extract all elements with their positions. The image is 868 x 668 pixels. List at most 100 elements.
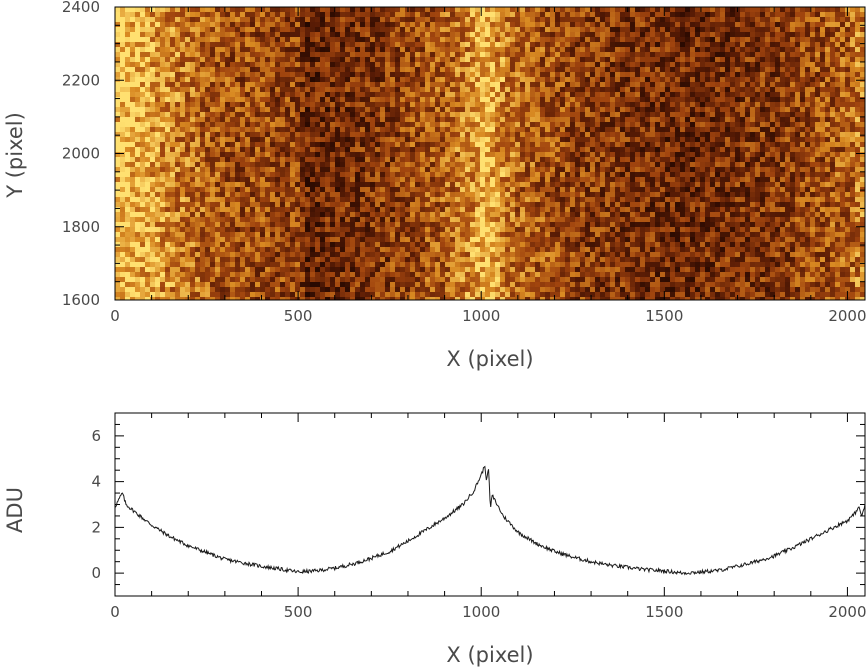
heatmap-cell — [785, 122, 790, 127]
heatmap-cell — [560, 52, 565, 57]
heatmap-cell — [540, 112, 545, 117]
heatmap-cell — [205, 162, 210, 167]
heatmap-cell — [130, 157, 135, 162]
heatmap-cell — [850, 57, 855, 62]
heatmap-cell — [775, 22, 780, 27]
heatmap-cell — [765, 102, 770, 107]
heatmap-cell — [355, 37, 360, 42]
heatmap-cell — [665, 87, 670, 92]
heatmap-cell — [855, 162, 860, 167]
heatmap-cell — [270, 77, 275, 82]
heatmap-cell — [680, 117, 685, 122]
heatmap-cell — [465, 107, 470, 112]
heatmap-cell — [475, 137, 480, 142]
heatmap-cell — [510, 112, 515, 117]
heatmap-cell — [630, 142, 635, 147]
heatmap-cell — [565, 147, 570, 152]
heatmap-cell — [170, 92, 175, 97]
heatmap-cell — [520, 57, 525, 62]
heatmap-cell — [580, 97, 585, 102]
heatmap-cell — [205, 87, 210, 92]
heatmap-cell — [350, 62, 355, 67]
heatmap-cell — [330, 42, 335, 47]
heatmap-cell — [565, 92, 570, 97]
heatmap-cell — [120, 22, 125, 27]
heatmap-cell — [390, 137, 395, 142]
heatmap-cell — [805, 127, 810, 132]
heatmap-cell — [460, 147, 465, 152]
heatmap-cell — [195, 72, 200, 77]
heatmap-cell — [860, 37, 865, 42]
heatmap-cell — [855, 27, 860, 32]
heatmap-cell — [825, 107, 830, 112]
heatmap-cell — [270, 7, 275, 12]
heatmap-cell — [525, 142, 530, 147]
heatmap-cell — [835, 12, 840, 17]
heatmap-cell — [655, 42, 660, 47]
heatmap-cell — [820, 27, 825, 32]
heatmap-cell — [520, 137, 525, 142]
heatmap-cell — [510, 52, 515, 57]
heatmap-cell — [810, 17, 815, 22]
heatmap-cell — [750, 107, 755, 112]
heatmap-cell — [640, 27, 645, 32]
heatmap-cell — [825, 57, 830, 62]
heatmap-cell — [765, 67, 770, 72]
heatmap-cell — [330, 7, 335, 12]
heatmap-cell — [255, 137, 260, 142]
heatmap-cell — [520, 122, 525, 127]
heatmap-cell — [220, 72, 225, 77]
heatmap-cell — [695, 162, 700, 167]
heatmap-cell — [450, 57, 455, 62]
heatmap-cell — [525, 27, 530, 32]
heatmap-cell — [455, 157, 460, 162]
heatmap-cell — [220, 102, 225, 107]
heatmap-cell — [295, 72, 300, 77]
heatmap-cell — [145, 147, 150, 152]
heatmap-cell — [655, 162, 660, 167]
heatmap-cell — [515, 127, 520, 132]
heatmap-cell — [580, 77, 585, 82]
heatmap-cell — [410, 27, 415, 32]
heatmap-cell — [330, 92, 335, 97]
heatmap-cell — [520, 117, 525, 122]
heatmap-cell — [205, 92, 210, 97]
heatmap-cell — [510, 127, 515, 132]
heatmap-cell — [415, 87, 420, 92]
heatmap-cell — [530, 97, 535, 102]
heatmap-cell — [715, 32, 720, 37]
heatmap-cell — [160, 137, 165, 142]
heatmap-cell — [730, 107, 735, 112]
heatmap-cell — [220, 7, 225, 12]
heatmap-cell — [425, 12, 430, 17]
heatmap-cell — [495, 77, 500, 82]
heatmap-cell — [775, 97, 780, 102]
heatmap-cell — [275, 112, 280, 117]
heatmap-cell — [710, 142, 715, 147]
heatmap-cell — [155, 107, 160, 112]
heatmap-cell — [800, 12, 805, 17]
heatmap-cell — [285, 57, 290, 62]
heatmap-cell — [675, 127, 680, 132]
heatmap-cell — [750, 137, 755, 142]
heatmap-cell — [235, 82, 240, 87]
heatmap-cell — [665, 162, 670, 167]
heatmap-cell — [860, 162, 865, 167]
heatmap-cell — [225, 127, 230, 132]
heatmap-cell — [680, 167, 685, 172]
heatmap-cell — [515, 82, 520, 87]
heatmap-cell — [840, 152, 845, 157]
heatmap-cell — [150, 22, 155, 27]
heatmap-cell — [160, 32, 165, 37]
heatmap-cell — [365, 62, 370, 67]
heatmap-cell — [435, 57, 440, 62]
heatmap-cell — [585, 107, 590, 112]
heatmap-cell — [260, 157, 265, 162]
heatmap-cell — [445, 117, 450, 122]
heatmap-cell — [825, 52, 830, 57]
heatmap-cell — [855, 82, 860, 87]
heatmap-cell — [570, 132, 575, 137]
heatmap-cell — [560, 137, 565, 142]
heatmap-cell — [850, 117, 855, 122]
heatmap-cell — [810, 137, 815, 142]
